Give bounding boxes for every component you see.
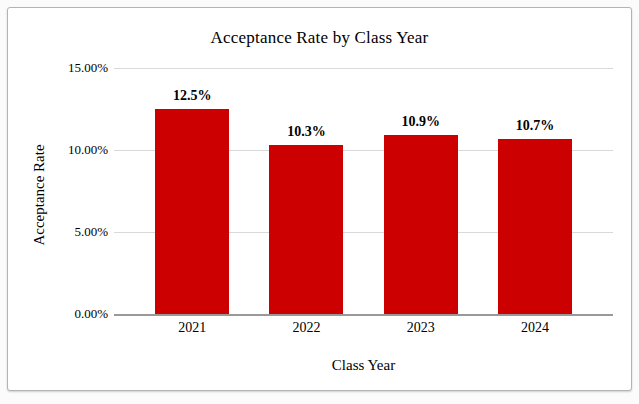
- bar-value-label: 12.5%: [173, 88, 212, 104]
- y-axis-ticks: 0.00% 5.00% 10.00% 15.00%: [8, 8, 108, 390]
- x-axis-title: Class Year: [114, 357, 613, 374]
- bar-2022: [269, 145, 343, 314]
- x-tick-label: 2023: [407, 320, 435, 336]
- y-tick-label: 10.00%: [8, 142, 108, 158]
- x-axis-line: [114, 314, 613, 316]
- chart-frame: Acceptance Rate by Class Year Acceptance…: [7, 7, 632, 391]
- bar-value-label: 10.9%: [401, 114, 440, 130]
- gridline: [114, 68, 613, 69]
- x-axis-ticks: 2021 2022 2023 2024: [114, 320, 613, 340]
- y-tick-label: 5.00%: [8, 224, 108, 240]
- y-tick-label: 15.00%: [8, 60, 108, 76]
- y-tick-label: 0.00%: [8, 306, 108, 322]
- bar-2021: [155, 109, 229, 314]
- bar-value-label: 10.3%: [287, 124, 326, 140]
- x-tick-label: 2022: [292, 320, 320, 336]
- bar-value-label: 10.7%: [516, 118, 555, 134]
- bar-2023: [384, 135, 458, 314]
- x-tick-label: 2021: [178, 320, 206, 336]
- x-tick-label: 2024: [521, 320, 549, 336]
- plot-area: 12.5% 10.3% 10.9% 10.7%: [114, 68, 613, 314]
- bar-2024: [498, 139, 572, 314]
